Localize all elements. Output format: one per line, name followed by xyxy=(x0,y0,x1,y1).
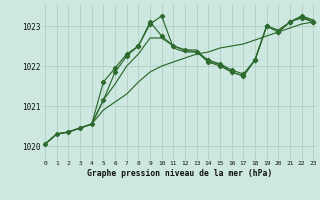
X-axis label: Graphe pression niveau de la mer (hPa): Graphe pression niveau de la mer (hPa) xyxy=(87,169,272,178)
